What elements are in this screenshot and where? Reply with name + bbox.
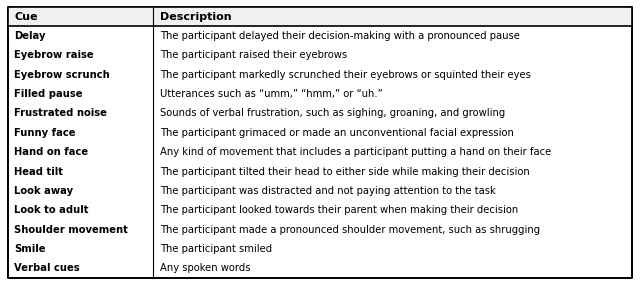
Text: Filled pause: Filled pause (14, 89, 83, 99)
Text: Look to adult: Look to adult (14, 205, 88, 215)
Text: The participant markedly scrunched their eyebrows or squinted their eyes: The participant markedly scrunched their… (159, 70, 531, 80)
Text: Utterances such as “umm,” “hmm,” or “uh.”: Utterances such as “umm,” “hmm,” or “uh.… (159, 89, 382, 99)
Text: The participant grimaced or made an unconventional facial expression: The participant grimaced or made an unco… (159, 128, 513, 138)
Text: The participant looked towards their parent when making their decision: The participant looked towards their par… (159, 205, 518, 215)
Text: Verbal cues: Verbal cues (14, 263, 80, 273)
Text: Head tilt: Head tilt (14, 166, 63, 176)
Text: The participant made a pronounced shoulder movement, such as shrugging: The participant made a pronounced should… (159, 225, 540, 235)
Text: Cue: Cue (14, 12, 38, 22)
Text: The participant tilted their head to either side while making their decision: The participant tilted their head to eit… (159, 166, 529, 176)
Text: The participant smiled: The participant smiled (159, 244, 272, 254)
Text: Funny face: Funny face (14, 128, 76, 138)
Text: Eyebrow raise: Eyebrow raise (14, 50, 93, 60)
Text: The participant raised their eyebrows: The participant raised their eyebrows (159, 50, 347, 60)
Text: Any kind of movement that includes a participant putting a hand on their face: Any kind of movement that includes a par… (159, 147, 551, 157)
Text: Any spoken words: Any spoken words (159, 263, 250, 273)
Text: The participant delayed their decision-making with a pronounced pause: The participant delayed their decision-m… (159, 31, 520, 41)
Text: Sounds of verbal frustration, such as sighing, groaning, and growling: Sounds of verbal frustration, such as si… (159, 109, 505, 119)
Text: Look away: Look away (14, 186, 73, 196)
Bar (8, 7, 632, 27)
Text: Frustrated noise: Frustrated noise (14, 109, 107, 119)
Text: Delay: Delay (14, 31, 45, 41)
Text: Smile: Smile (14, 244, 45, 254)
Text: The participant was distracted and not paying attention to the task: The participant was distracted and not p… (159, 186, 495, 196)
Text: Shoulder movement: Shoulder movement (14, 225, 128, 235)
Text: Eyebrow scrunch: Eyebrow scrunch (14, 70, 110, 80)
Text: Hand on face: Hand on face (14, 147, 88, 157)
Text: Description: Description (159, 12, 231, 22)
